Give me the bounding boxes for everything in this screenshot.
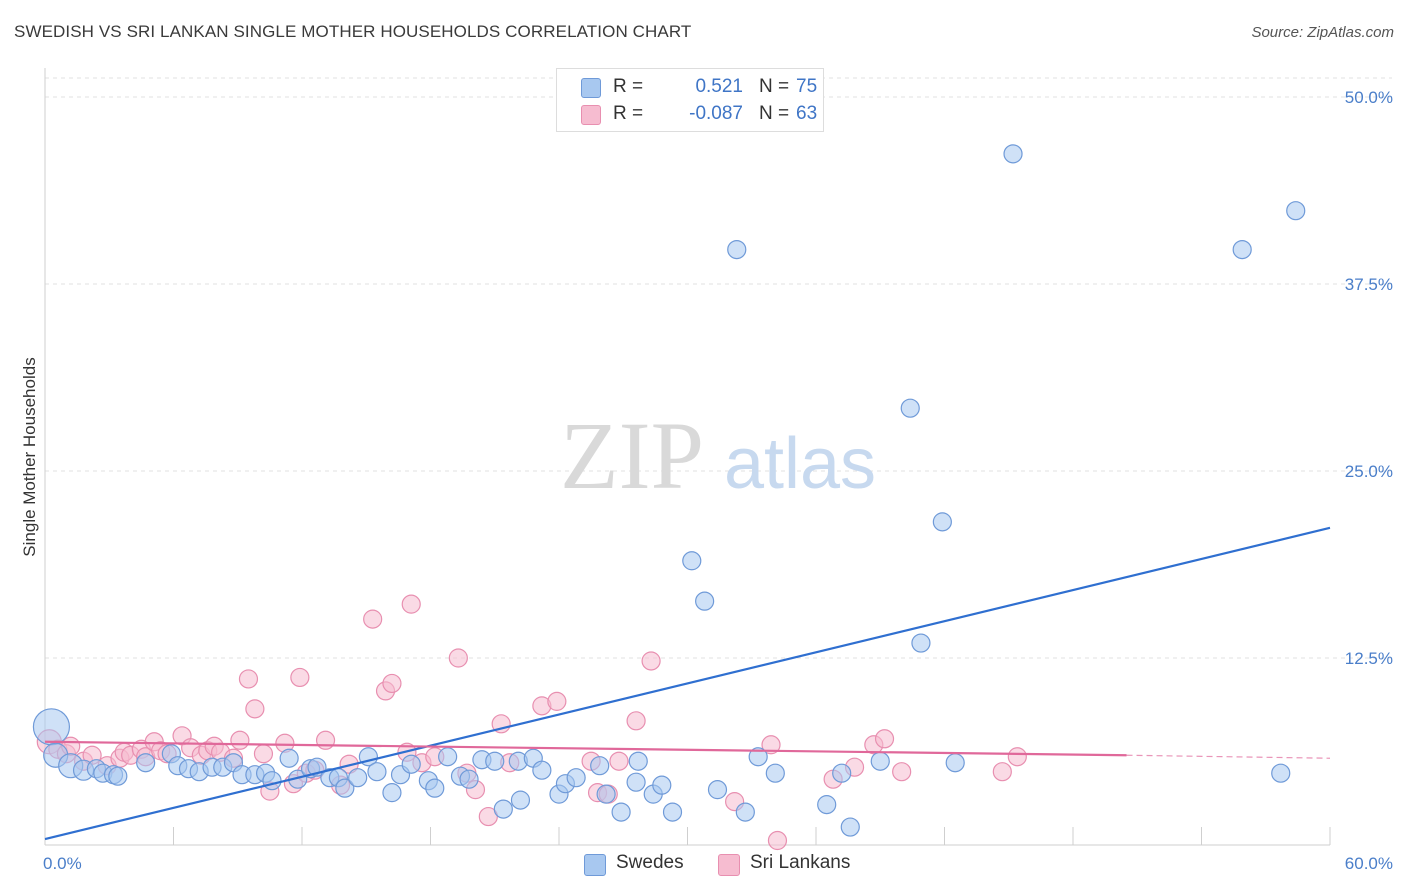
point-swedes-7 bbox=[108, 766, 128, 786]
point-srilankans-57 bbox=[761, 735, 781, 755]
point-srilankans-42 bbox=[448, 648, 468, 668]
point-swedes-32 bbox=[401, 754, 421, 774]
point-swedes-52 bbox=[628, 751, 648, 771]
point-swedes-49 bbox=[596, 784, 616, 804]
bottom-legend-label-srilankans: Sri Lankans bbox=[750, 852, 851, 873]
y-axis-label: Single Mother Households bbox=[20, 357, 39, 556]
point-srilankans-39 bbox=[401, 594, 421, 614]
point-srilankans-24 bbox=[245, 699, 265, 719]
point-swedes-27 bbox=[348, 768, 368, 788]
legend-swatch-srilankans bbox=[581, 105, 601, 125]
y-tick-label-0: 12.5% bbox=[1345, 649, 1393, 668]
point-swedes-69 bbox=[932, 512, 952, 532]
point-srilankans-35 bbox=[363, 609, 383, 629]
series-srilankans-points bbox=[36, 594, 1027, 851]
point-srilankans-53 bbox=[609, 751, 629, 771]
legend-r-value-srilankans: -0.087 bbox=[689, 103, 743, 124]
trend-lines bbox=[44, 526, 1331, 841]
point-swedes-56 bbox=[682, 551, 702, 571]
point-srilankans-63 bbox=[892, 762, 912, 782]
point-swedes-72 bbox=[1232, 239, 1252, 260]
point-swedes-58 bbox=[707, 780, 728, 800]
y-tick-label-3: 50.0% bbox=[1345, 88, 1393, 107]
point-srilankans-32 bbox=[315, 730, 336, 750]
point-swedes-20 bbox=[279, 748, 299, 768]
legend-n-label: N = bbox=[759, 103, 790, 124]
legend-r-label: R = bbox=[613, 103, 644, 124]
point-swedes-39 bbox=[485, 751, 505, 771]
point-swedes-68 bbox=[911, 633, 931, 653]
point-srilankans-62 bbox=[874, 729, 895, 749]
point-swedes-66 bbox=[870, 751, 890, 771]
point-swedes-35 bbox=[438, 747, 458, 767]
point-swedes-71 bbox=[1003, 144, 1023, 164]
point-srilankans-37 bbox=[382, 673, 402, 694]
point-swedes-40 bbox=[493, 799, 513, 819]
point-swedes-50 bbox=[611, 802, 631, 822]
point-srilankans-25 bbox=[253, 744, 274, 764]
point-swedes-26 bbox=[335, 778, 355, 798]
legend: R = 0.521 N = 75 R = -0.087 N = 63 bbox=[556, 68, 824, 132]
legend-n-value-srilankans: 63 bbox=[796, 103, 818, 124]
point-srilankans-65 bbox=[1007, 747, 1027, 767]
legend-swatch-swedes bbox=[581, 78, 601, 98]
point-srilankans-22 bbox=[230, 730, 250, 750]
tick-labels: 12.5% 25.0% 37.5% 50.0% 0.0% 60.0% bbox=[43, 88, 1393, 873]
point-swedes-60 bbox=[735, 802, 755, 822]
x-tick-label-0: 0.0% bbox=[43, 854, 82, 873]
point-swedes-70 bbox=[945, 753, 965, 773]
trend-line-srilankans bbox=[44, 740, 1127, 757]
point-swedes-63 bbox=[817, 795, 837, 815]
watermark: ZIP atlas bbox=[560, 402, 876, 509]
point-swedes-54 bbox=[652, 775, 672, 795]
point-swedes-74 bbox=[1286, 201, 1306, 221]
watermark-atlas: atlas bbox=[724, 424, 876, 504]
point-swedes-48 bbox=[590, 756, 610, 776]
legend-r-value-swedes: 0.521 bbox=[695, 76, 743, 97]
point-swedes-55 bbox=[662, 802, 683, 822]
point-swedes-59 bbox=[727, 239, 747, 260]
point-swedes-61 bbox=[748, 747, 768, 767]
point-swedes-64 bbox=[832, 763, 852, 783]
trend-line-srilankans-extension bbox=[1126, 754, 1331, 759]
point-srilankans-64 bbox=[992, 762, 1012, 782]
point-swedes-30 bbox=[382, 783, 402, 803]
point-srilankans-58 bbox=[767, 830, 788, 851]
bottom-legend-swatch-swedes bbox=[584, 854, 606, 876]
point-srilankans-49 bbox=[547, 691, 567, 711]
point-swedes-51 bbox=[626, 772, 646, 792]
point-swedes-44 bbox=[532, 760, 552, 780]
legend-n-value-swedes: 75 bbox=[796, 76, 818, 97]
trend-line-swedes bbox=[44, 526, 1331, 841]
legend-n-label: N = bbox=[759, 76, 790, 97]
point-srilankans-55 bbox=[641, 651, 661, 671]
point-swedes-57 bbox=[695, 591, 715, 611]
source-label: Source: ZipAtlas.com bbox=[1251, 24, 1394, 41]
point-swedes-0 bbox=[32, 708, 71, 746]
bottom-legend-label-swedes: Swedes bbox=[616, 852, 684, 873]
point-swedes-19 bbox=[262, 771, 282, 791]
y-tick-label-1: 25.0% bbox=[1345, 462, 1393, 481]
point-swedes-42 bbox=[510, 790, 531, 810]
legend-r-label: R = bbox=[613, 76, 644, 97]
point-swedes-65 bbox=[840, 817, 860, 837]
point-swedes-37 bbox=[459, 769, 479, 789]
point-swedes-62 bbox=[765, 763, 785, 783]
chart-title: SWEDISH VS SRI LANKAN SINGLE MOTHER HOUS… bbox=[14, 22, 692, 41]
point-swedes-29 bbox=[367, 762, 387, 782]
bottom-legend-swatch-srilankans bbox=[718, 854, 740, 876]
x-tick-label-1: 60.0% bbox=[1345, 854, 1393, 873]
point-srilankans-29 bbox=[290, 667, 310, 688]
watermark-zip: ZIP bbox=[560, 402, 704, 509]
point-swedes-47 bbox=[566, 768, 586, 788]
point-swedes-73 bbox=[1271, 763, 1291, 783]
point-swedes-34 bbox=[425, 778, 445, 798]
point-swedes-67 bbox=[900, 398, 920, 418]
point-srilankans-23 bbox=[238, 669, 259, 689]
point-swedes-8 bbox=[136, 753, 156, 773]
y-tick-label-2: 37.5% bbox=[1345, 275, 1393, 294]
point-srilankans-54 bbox=[626, 711, 646, 731]
grid-lines bbox=[45, 77, 1392, 659]
